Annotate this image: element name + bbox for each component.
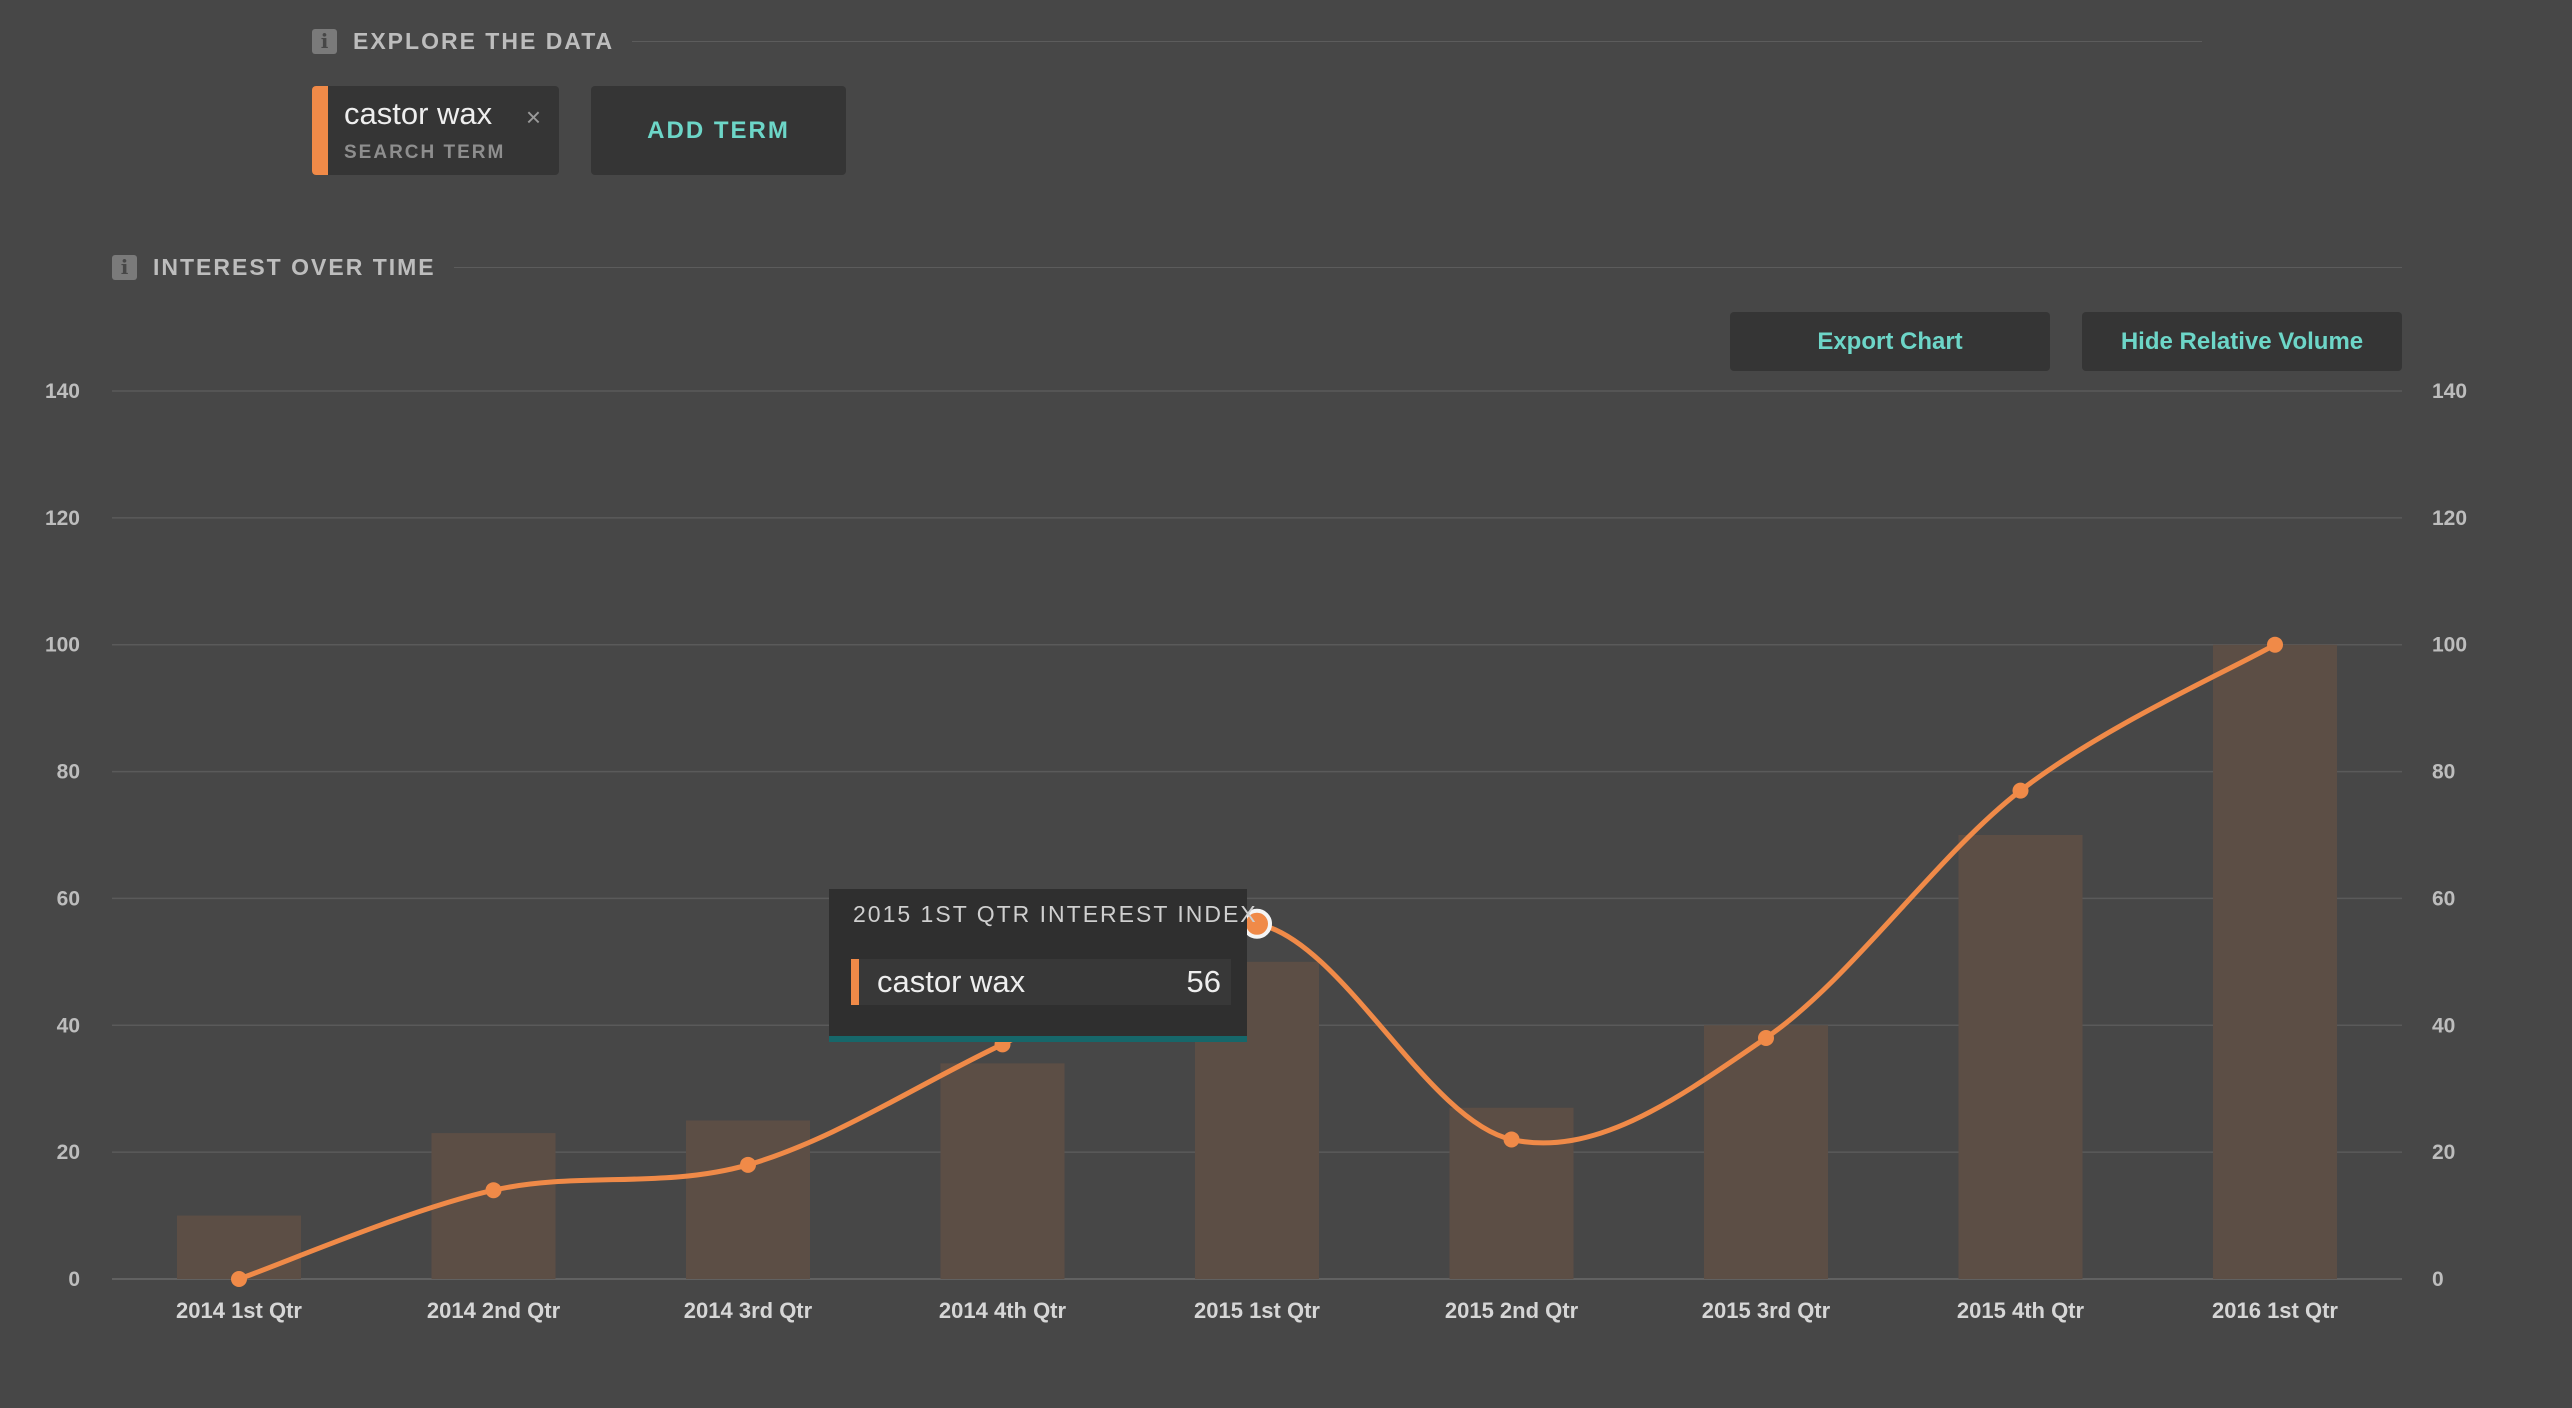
x-category-label: 2014 2nd Qtr: [427, 1298, 561, 1323]
explore-section-title: EXPLORE THE DATA: [353, 28, 615, 54]
data-point: [2267, 636, 2283, 653]
close-icon[interactable]: ×: [525, 102, 541, 132]
interest-section-header: i INTEREST OVER TIME: [112, 254, 2402, 281]
export-chart-button[interactable]: Export Chart: [1730, 312, 2050, 371]
x-category-label: 2015 3rd Qtr: [1702, 1298, 1831, 1323]
info-icon[interactable]: i: [312, 29, 337, 54]
search-term-chip[interactable]: castor wax SEARCH TERM ×: [312, 86, 559, 175]
y-tick-label-right: 140: [2432, 380, 2467, 403]
volume-bar: [1704, 1025, 1828, 1279]
interest-divider: [453, 267, 2402, 268]
tooltip-row: castor wax 56: [851, 959, 1231, 1005]
x-category-label: 2015 1st Qtr: [1194, 1298, 1320, 1323]
term-color-swatch: [312, 86, 328, 175]
chart-tooltip: 2015 1ST QTR INTEREST INDEX castor wax 5…: [829, 889, 1256, 1042]
hide-relative-volume-button[interactable]: Hide Relative Volume: [2082, 312, 2402, 371]
y-tick-label-right: 40: [2432, 1014, 2455, 1037]
y-tick-label-right: 120: [2432, 507, 2467, 530]
tooltip-title: 2015 1ST QTR INTEREST INDEX: [853, 901, 1258, 927]
y-tick-label-right: 80: [2432, 761, 2455, 784]
term-name: castor wax: [344, 96, 493, 131]
y-tick-label-left: 80: [57, 761, 80, 784]
explore-section-header: i EXPLORE THE DATA: [312, 28, 2202, 55]
y-tick-label-right: 100: [2432, 634, 2467, 657]
volume-bar: [1958, 835, 2083, 1279]
volume-bar: [431, 1133, 556, 1279]
data-point: [485, 1182, 502, 1199]
data-point: [231, 1271, 247, 1287]
y-tick-label-left: 120: [45, 507, 80, 530]
tooltip-value: 56: [1186, 964, 1221, 999]
tooltip-term: castor wax: [877, 964, 1026, 999]
y-tick-label-left: 140: [45, 380, 80, 403]
volume-bar: [940, 1063, 1065, 1279]
y-tick-label-left: 60: [57, 887, 80, 910]
explore-divider: [632, 41, 2202, 42]
y-tick-label-left: 100: [45, 634, 80, 657]
y-tick-label-right: 20: [2432, 1141, 2455, 1164]
y-tick-label-left: 40: [57, 1014, 80, 1037]
x-category-label: 2014 1st Qtr: [176, 1298, 302, 1323]
data-point: [2012, 782, 2029, 799]
x-category-label: 2014 3rd Qtr: [684, 1298, 813, 1323]
volume-bar: [2213, 644, 2337, 1279]
data-point: [1758, 1029, 1774, 1046]
x-category-label: 2015 2nd Qtr: [1445, 1298, 1579, 1323]
interest-line: [236, 642, 2278, 1282]
y-tick-label-left: 20: [57, 1141, 80, 1164]
volume-bar: [686, 1120, 810, 1279]
data-point: [1503, 1131, 1520, 1148]
x-category-label: 2015 4th Qtr: [1957, 1298, 2085, 1323]
y-tick-label-right: 60: [2432, 887, 2455, 910]
x-category-label: 2014 4th Qtr: [939, 1298, 1067, 1323]
info-icon[interactable]: i: [112, 255, 137, 280]
term-subtitle: SEARCH TERM: [344, 142, 506, 163]
volume-bar: [177, 1215, 301, 1279]
tooltip-series-swatch: [851, 959, 859, 1005]
y-tick-label-right: 0: [2432, 1268, 2444, 1291]
add-term-button[interactable]: ADD TERM: [591, 86, 846, 175]
interest-section-title: INTEREST OVER TIME: [153, 254, 436, 280]
x-category-label: 2016 1st Qtr: [2212, 1298, 2338, 1323]
y-tick-label-left: 0: [68, 1268, 80, 1291]
data-point: [740, 1156, 756, 1173]
